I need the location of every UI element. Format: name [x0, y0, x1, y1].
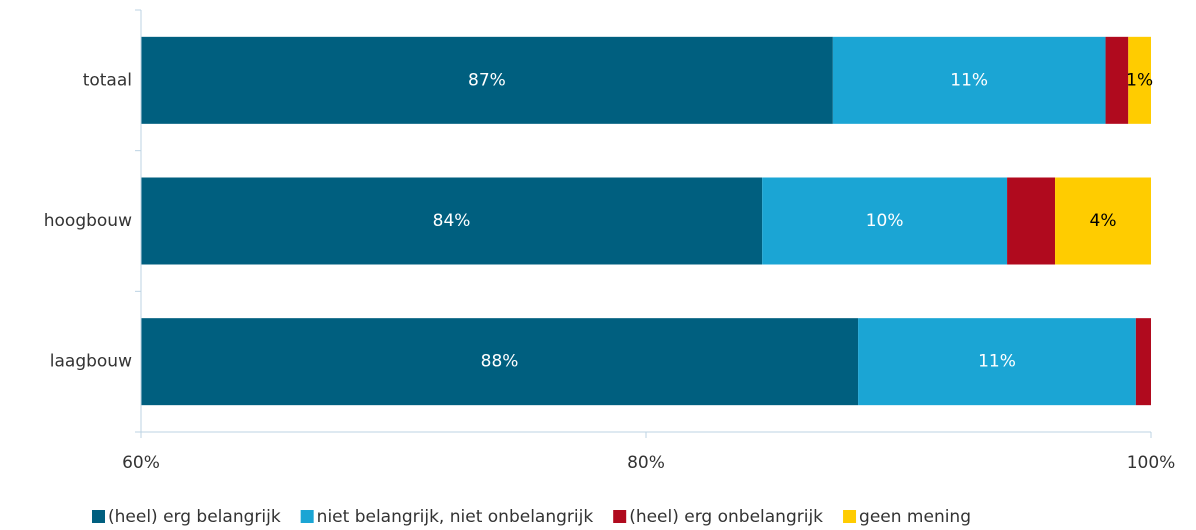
- bar-segment: [1105, 36, 1129, 124]
- legend-swatch: [843, 510, 857, 523]
- bar-segment: [141, 318, 859, 406]
- legend-swatch: [300, 510, 314, 523]
- bar-segment: [1055, 177, 1151, 265]
- bar-segment: [762, 177, 1008, 265]
- bar-segment: [832, 36, 1106, 124]
- legend-label: (heel) erg belangrijk: [108, 507, 281, 527]
- data-label: 88%: [481, 352, 519, 372]
- bar-segment: [141, 36, 833, 124]
- data-label: 4%: [1090, 211, 1117, 231]
- legend-swatch: [92, 510, 105, 523]
- data-label: 11%: [978, 352, 1016, 372]
- y-tick-label: totaal: [83, 70, 132, 90]
- bar-segment: [1007, 177, 1056, 265]
- bar-segment: [1128, 36, 1151, 124]
- bar-segment: [858, 318, 1136, 406]
- bar-segment: [141, 177, 763, 265]
- x-tick-label: 100%: [1127, 453, 1176, 473]
- data-label: 87%: [468, 70, 506, 90]
- legend-label: (heel) erg onbelangrijk: [629, 507, 823, 527]
- data-label: 84%: [433, 211, 471, 231]
- legend-swatch: [613, 510, 627, 523]
- bar-segment: [1135, 318, 1151, 406]
- legend-label: niet belangrijk, niet onbelangrijk: [317, 507, 594, 527]
- data-label: 11%: [950, 70, 988, 90]
- data-label: 10%: [866, 211, 904, 231]
- legend-label: geen mening: [859, 507, 971, 527]
- y-tick-label: laagbouw: [50, 352, 132, 372]
- x-tick-label: 60%: [122, 453, 160, 473]
- data-label: 1%: [1126, 70, 1153, 90]
- x-tick-label: 80%: [627, 453, 665, 473]
- y-tick-label: hoogbouw: [44, 211, 132, 231]
- plot-area: [141, 36, 1151, 406]
